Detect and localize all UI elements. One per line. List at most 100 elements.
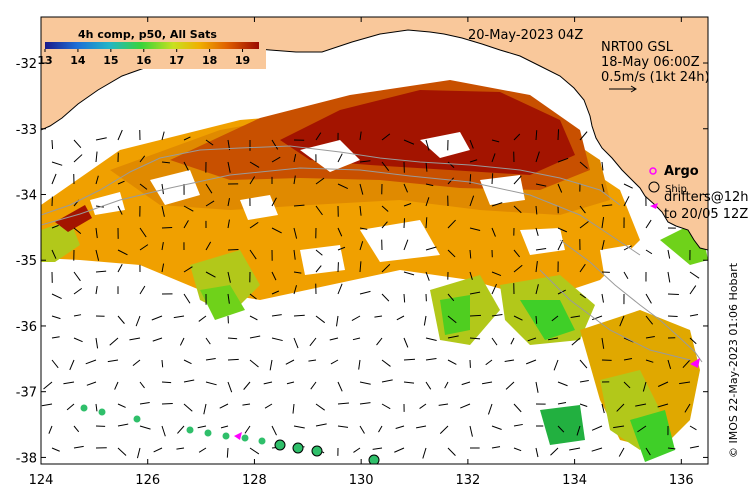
current-vector (601, 161, 604, 171)
current-vector (491, 271, 502, 277)
current-vector (444, 381, 449, 389)
current-vector (525, 359, 537, 365)
colorbar-tick-label: 13 (37, 54, 52, 67)
current-vector (198, 447, 207, 453)
current-vector (623, 271, 629, 280)
current-vector (271, 156, 281, 163)
colorbar-gradient (45, 42, 259, 49)
current-vector (73, 154, 83, 163)
current-vector (249, 161, 260, 168)
current-vector (557, 227, 568, 233)
current-vector (374, 315, 383, 318)
current-vector (557, 183, 563, 193)
current-vector (601, 204, 613, 207)
current-vector (403, 139, 415, 145)
current-vector (425, 161, 428, 172)
x-tick-label: 134 (562, 473, 587, 488)
y-tick-label: -33 (16, 123, 37, 138)
drifter-point (258, 437, 266, 445)
current-vector (205, 139, 214, 146)
current-vector (469, 139, 474, 149)
current-vector (557, 425, 565, 433)
current-vector (249, 249, 257, 260)
current-vector (425, 139, 430, 151)
current-vector (403, 239, 409, 251)
current-vector (613, 425, 625, 429)
current-vector (551, 315, 559, 322)
ship-marker (648, 181, 660, 193)
current-vector (657, 381, 669, 387)
sst-patch (440, 295, 470, 335)
current-vector (177, 425, 185, 434)
current-vector (95, 249, 100, 261)
current-vector (73, 445, 84, 449)
colorbar: 4h comp, p50, All Sats 13 14 15 16 17 18 19 (37, 25, 266, 69)
current-vector (460, 403, 471, 409)
current-vector (657, 403, 669, 408)
current-vector (183, 205, 194, 212)
current-vector (51, 293, 62, 299)
current-vector (504, 359, 515, 362)
drifter-point (241, 434, 249, 442)
current-vector (203, 403, 207, 415)
current-vector (161, 381, 172, 384)
current-vector (139, 155, 146, 163)
y-tick-label: -38 (16, 451, 37, 466)
current-vector (63, 381, 75, 385)
current-vector (286, 381, 295, 385)
current-vector (205, 241, 212, 251)
current-vector (381, 205, 389, 212)
y-tick-label: -36 (16, 320, 37, 335)
current-vector (249, 359, 259, 368)
current-vector (425, 271, 430, 281)
current-vector (645, 249, 653, 255)
current-vector (419, 403, 427, 409)
current-vector (601, 183, 605, 192)
current-vector (139, 425, 151, 430)
current-vector (179, 337, 185, 346)
current-vector (491, 446, 501, 449)
cloud-gap (150, 170, 200, 205)
current-vector (645, 293, 652, 304)
current-vector (183, 359, 192, 365)
current-vector (205, 381, 217, 386)
current-vector (689, 285, 697, 295)
current-vector (381, 263, 391, 273)
current-vector (205, 337, 211, 345)
colorbar-title: 4h comp, p50, All Sats (78, 28, 217, 41)
current-vector (491, 173, 494, 185)
current-vector (264, 403, 273, 409)
current-vector (359, 227, 368, 230)
current-vector (535, 381, 539, 393)
current-vector (425, 246, 437, 251)
current-vector (469, 249, 472, 259)
drifter-arrow (234, 432, 242, 440)
x-tick-label: 126 (135, 473, 160, 488)
current-vector (376, 337, 383, 346)
current-vector (535, 151, 540, 163)
current-vector (447, 359, 457, 365)
current-vector (491, 227, 496, 237)
current-vector (576, 425, 581, 436)
current-vector (183, 293, 191, 304)
current-vector (579, 379, 589, 383)
current-vector (271, 425, 277, 436)
current-vector (491, 139, 500, 143)
current-vector (271, 337, 283, 342)
current-vector (689, 425, 697, 431)
current-vector (579, 221, 589, 229)
current-vector (623, 381, 631, 389)
current-vector (403, 337, 409, 348)
current-vector (227, 248, 239, 251)
current-vector (579, 161, 588, 169)
current-vector (403, 358, 416, 361)
current-vector (95, 337, 99, 349)
current-vector (51, 139, 54, 150)
current-vector (41, 403, 53, 407)
current-vector (161, 263, 165, 273)
current-vector (601, 240, 605, 251)
current-vector (95, 286, 98, 295)
product-line-2: 18-May 06:00Z (601, 55, 700, 70)
current-vector (161, 161, 170, 164)
current-vector (623, 183, 633, 189)
